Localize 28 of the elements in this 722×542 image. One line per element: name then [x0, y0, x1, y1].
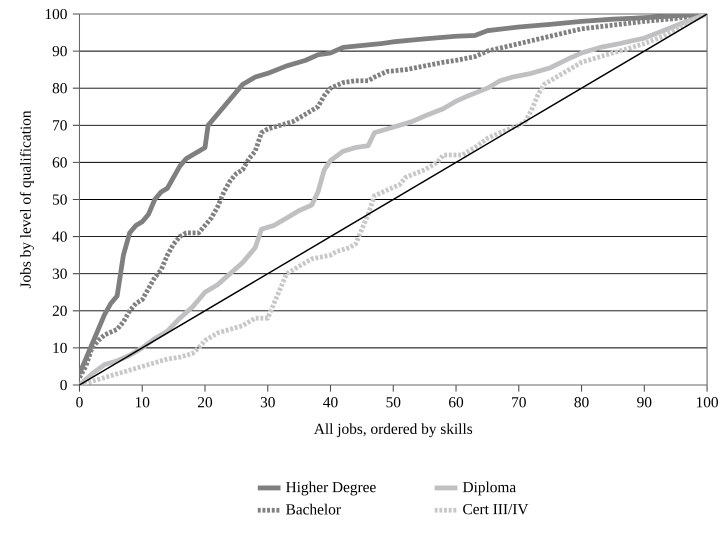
y-tick-label: 40 [52, 231, 67, 242]
x-tick-label: 90 [637, 397, 652, 408]
y-tick-label: 60 [52, 157, 67, 168]
legend-label: Diploma [462, 481, 516, 496]
x-tick-label: 70 [512, 397, 526, 408]
y-tick-label: 0 [60, 380, 67, 390]
x-tick-label: 60 [449, 397, 464, 408]
x-tick-label: 20 [198, 397, 212, 408]
y-tick-label: 90 [52, 46, 67, 56]
y-tick-label: 10 [53, 342, 67, 354]
x-tick-label: 30 [260, 397, 275, 408]
x-tick-label: 50 [386, 397, 400, 408]
x-tick-label: 0 [76, 397, 83, 408]
y-tick-label: 70 [53, 120, 67, 130]
x-tick-label: 40 [323, 397, 338, 408]
x-axis-title: All jobs, ordered by skills [314, 423, 472, 438]
y-tick-label: 30 [52, 268, 67, 279]
x-tick-label: 100 [696, 397, 718, 408]
legend-label: Cert III/IV [463, 504, 528, 514]
y-tick-label: 100 [46, 8, 67, 20]
x-tick-label: 80 [574, 397, 589, 408]
x-tick-label: 10 [136, 397, 150, 408]
legend-label: Higher Degree [286, 481, 376, 496]
y-tick-label: 20 [52, 306, 67, 316]
y-tick-label: 80 [52, 83, 67, 94]
y-axis-title: Jobs by level of qualification [20, 110, 34, 288]
legend-label: Bachelor [286, 504, 341, 515]
y-tick-label: 50 [52, 194, 67, 205]
